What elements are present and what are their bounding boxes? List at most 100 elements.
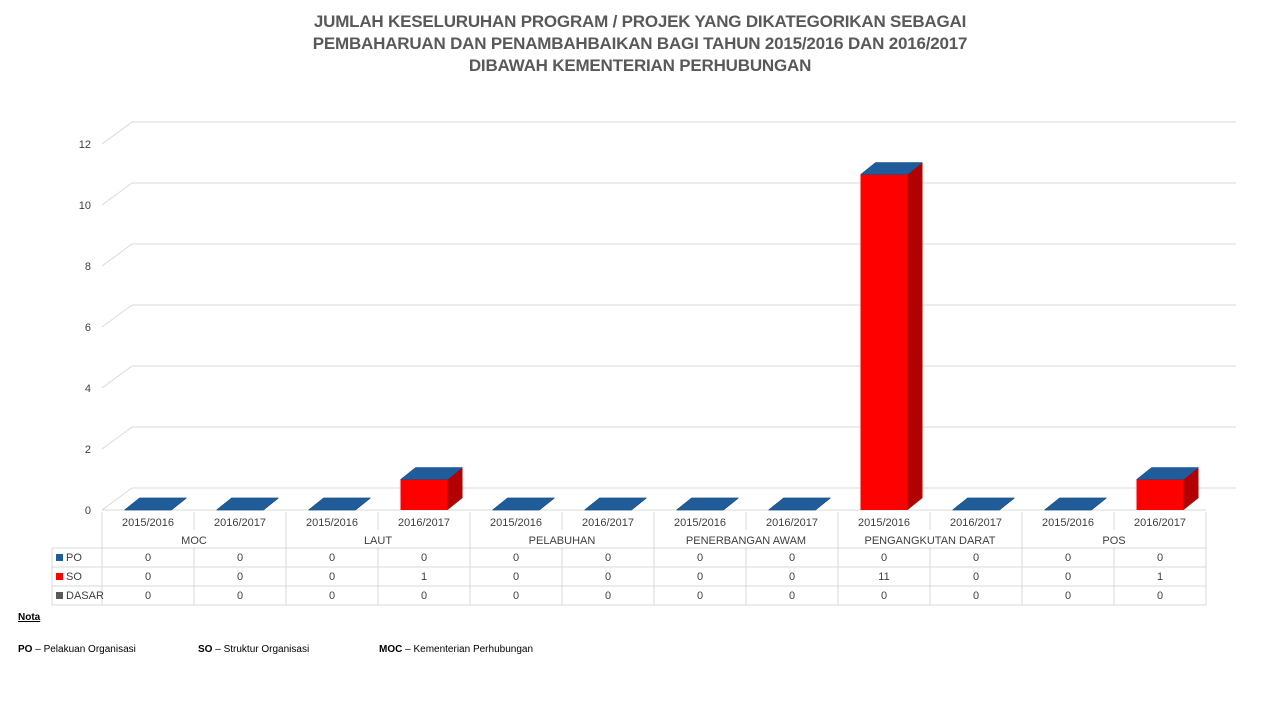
bar-so-5: [583, 497, 648, 511]
y-axis-ticks: 0 2 4 6 8 10 12: [79, 139, 91, 517]
note-moc-sep: –: [402, 644, 414, 655]
x-tick-label-8: 2015/2016: [858, 517, 910, 529]
bar-so-4: [491, 497, 556, 511]
data-label-dasar-3: 0: [421, 590, 427, 602]
x-tick-label-11: 2016/2017: [1134, 517, 1186, 529]
bar-so-6: [675, 497, 740, 511]
data-label-dasar-2: 0: [329, 590, 335, 602]
bar-top-so-0: [123, 497, 188, 511]
group-label-4: PENGANGKUTAN DARAT: [865, 535, 996, 547]
bar-top-so-4: [491, 497, 556, 511]
notes: Nota PO – Pelakuan Organisasi SO – Struk…: [18, 612, 533, 655]
chart-title: JUMLAH KESELURUHAN PROGRAM / PROJEK YANG…: [0, 11, 1280, 77]
data-label-so-9: 0: [973, 571, 979, 583]
data-label-po-10: 0: [1065, 552, 1071, 564]
bar-so-7: [767, 497, 832, 511]
y-tick-label-5: 10: [79, 200, 91, 212]
note-moc-key: MOC: [379, 644, 403, 655]
data-label-so-5: 0: [605, 571, 611, 583]
bar-so-3: [399, 467, 464, 510]
bar-so-1: [215, 497, 280, 511]
data-label-dasar-4: 0: [513, 590, 519, 602]
data-label-dasar-1: 0: [237, 590, 243, 602]
gridline-diag-6: [101, 121, 133, 145]
y-tick-label-6: 12: [79, 139, 91, 151]
x-tick-label-1: 2016/2017: [214, 517, 266, 529]
legend-label-so: SO: [66, 571, 82, 583]
group-label-0: MOC: [181, 535, 207, 547]
bar-top-so-9: [951, 497, 1016, 511]
title-line-3: DIBAWAH KEMENTERIAN PERHUBUNGAN: [468, 56, 812, 75]
note-po-text: Pelakuan Organisasi: [43, 644, 136, 655]
data-label-so-3: 1: [421, 571, 427, 583]
data-label-so-8: 11: [878, 571, 889, 583]
bar-side-so-3: [447, 467, 463, 510]
bar-top-so-1: [215, 497, 280, 511]
note-po: PO – Pelakuan Organisasi: [18, 644, 136, 655]
note-so: SO – Struktur Organisasi: [198, 644, 309, 655]
x-tick-label-3: 2016/2017: [398, 517, 450, 529]
data-label-po-11: 0: [1157, 552, 1163, 564]
gridline-diag-1: [101, 426, 133, 450]
y-tick-label-2: 4: [85, 383, 91, 395]
data-label-so-4: 0: [513, 571, 519, 583]
note-moc: MOC – Kementerian Perhubungan: [379, 644, 533, 655]
bar-so-10: [1043, 497, 1108, 511]
bars: [123, 162, 1200, 511]
legend-label-dasar: DASAR: [66, 590, 104, 602]
x-tick-label-0: 2015/2016: [122, 517, 174, 529]
data-label-po-6: 0: [697, 552, 703, 564]
notes-title: Nota: [18, 612, 41, 623]
bar-top-so-11: [1135, 467, 1200, 480]
x-tick-label-7: 2016/2017: [766, 517, 818, 529]
group-label-2: PELABUHAN: [529, 535, 596, 547]
data-label-so-2: 0: [329, 571, 335, 583]
bar-top-so-5: [583, 497, 648, 511]
data-label-dasar-5: 0: [605, 590, 611, 602]
title-line-1: JUMLAH KESELURUHAN PROGRAM / PROJEK YANG…: [313, 12, 967, 31]
y-tick-label-3: 6: [85, 322, 91, 334]
data-label-po-2: 0: [329, 552, 335, 564]
group-label-3: PENERBANGAN AWAM: [686, 535, 806, 547]
y-tick-label-1: 2: [85, 444, 91, 456]
bar-side-so-11: [1183, 467, 1199, 510]
gridlines: [101, 121, 1236, 511]
bar-so-9: [951, 497, 1016, 511]
bar-so-2: [307, 497, 372, 511]
y-tick-label-0: 0: [85, 505, 91, 517]
note-po-key: PO: [18, 644, 33, 655]
data-label-po-3: 0: [421, 552, 427, 564]
group-label-5: POS: [1102, 535, 1125, 547]
data-label-po-9: 0: [973, 552, 979, 564]
note-so-sep: –: [212, 644, 224, 655]
note-po-sep: –: [32, 644, 44, 655]
note-moc-text: Kementerian Perhubungan: [413, 644, 533, 655]
bar-top-so-10: [1043, 497, 1108, 511]
note-so-text: Struktur Organisasi: [223, 644, 310, 655]
note-so-key: SO: [198, 644, 213, 655]
x-tick-label-6: 2015/2016: [674, 517, 726, 529]
x-tick-label-10: 2015/2016: [1042, 517, 1094, 529]
group-label-1: LAUT: [364, 535, 392, 547]
bar-side-so-8: [907, 162, 923, 510]
bar-top-so-3: [399, 467, 464, 480]
data-label-so-1: 0: [237, 571, 243, 583]
bar-top-so-2: [307, 497, 372, 511]
bar-so-0: [123, 497, 188, 511]
legend-key-po: [56, 554, 63, 561]
data-label-so-11: 1: [1157, 571, 1163, 583]
gridline-diag-3: [101, 304, 133, 328]
x-tick-label-9: 2016/2017: [950, 517, 1002, 529]
data-label-po-8: 0: [881, 552, 887, 564]
data-label-dasar-8: 0: [881, 590, 887, 602]
data-table: 2015/2016 2016/2017 2015/2016 2016/2017 2015…: [51, 512, 1207, 606]
bar-front-so-3: [400, 479, 448, 510]
legend-label-po: PO: [66, 552, 82, 564]
gridline-diag-0: [101, 487, 133, 511]
data-label-so-0: 0: [145, 571, 151, 583]
data-label-so-7: 0: [789, 571, 795, 583]
legend-key-dasar: [56, 592, 63, 599]
bar-so-11: [1135, 467, 1200, 510]
x-tick-label-2: 2015/2016: [306, 517, 358, 529]
